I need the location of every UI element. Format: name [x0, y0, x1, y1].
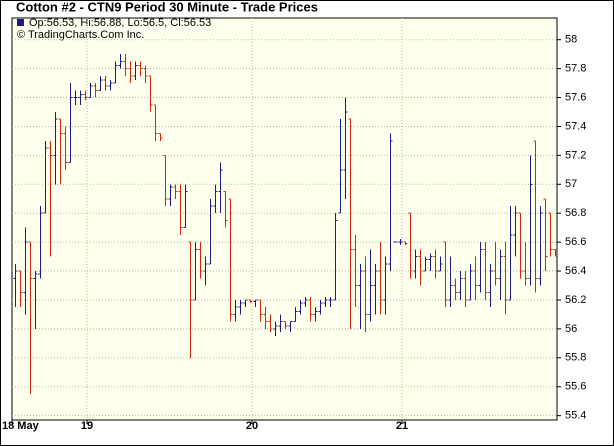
x-tick-label: 19 [81, 420, 93, 432]
y-tick-label: 56 [565, 323, 577, 335]
y-tick-label: 56.6 [565, 236, 586, 248]
y-tick-label: 57.2 [565, 149, 586, 161]
grid [12, 18, 557, 420]
copyright: © TradingCharts.Com Inc. [17, 29, 144, 41]
y-tick-label: 55.6 [565, 381, 586, 393]
y-tick-label: 58 [565, 34, 577, 46]
y-tick-label: 56.4 [565, 265, 586, 277]
y-tick-label: 57 [565, 178, 577, 190]
x-tick-label: 21 [396, 420, 408, 432]
x-tick-label: 20 [246, 420, 258, 432]
y-tick-label: 56.2 [565, 294, 586, 306]
x-tick-label: 18 May [2, 420, 40, 432]
y-tick-label: 55.8 [565, 352, 586, 364]
chart-title: Cotton #2 - CTN9 Period 30 Minute - Trad… [16, 0, 318, 14]
y-tick-label: 57.8 [565, 63, 586, 75]
bars [13, 54, 558, 394]
y-tick-label: 56.8 [565, 207, 586, 219]
plot-area [11, 17, 558, 421]
legend-text: Op:56.53, Hi:56.88, Lo:56.5, Cl:56.53 [29, 17, 211, 29]
y-tick-label: 55.4 [565, 410, 586, 422]
y-tick-label: 57.4 [565, 120, 586, 132]
legend-swatch [17, 19, 24, 26]
y-tick-label: 57.6 [565, 91, 586, 103]
